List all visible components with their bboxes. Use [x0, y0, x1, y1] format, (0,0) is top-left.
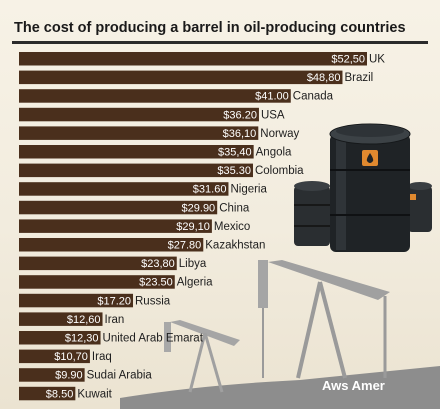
- bar-russia: [19, 293, 134, 308]
- bar-usa: [19, 107, 259, 122]
- bar-value-label: $23.50: [139, 277, 173, 289]
- bar-value-label: $8.50: [46, 388, 74, 400]
- category-label: UK: [369, 54, 385, 66]
- category-label: Libya: [179, 258, 207, 270]
- bar-value-label: $35.30: [217, 165, 251, 177]
- category-label: Iran: [105, 314, 125, 326]
- category-label: Angola: [256, 147, 292, 159]
- category-label: Algeria: [177, 277, 213, 289]
- barrel-right-icon: [408, 182, 432, 232]
- category-label: United Arab Emarat: [103, 333, 204, 345]
- category-label: China: [219, 202, 250, 214]
- bar-sudai-arabia: [19, 368, 85, 382]
- bar-value-label: $12,30: [65, 333, 99, 345]
- bar-value-label: $36,10: [223, 128, 257, 140]
- bar-algeria: [19, 275, 175, 289]
- category-label: Mexico: [214, 221, 250, 233]
- bar-value-label: $31.60: [193, 184, 227, 196]
- category-label: Russia: [135, 295, 171, 307]
- bar-value-label: $10,70: [54, 351, 88, 363]
- bar-value-label: $29,10: [176, 221, 210, 233]
- bar-norway: [19, 126, 259, 140]
- bar-nigeria: [19, 182, 229, 196]
- category-label: Sudai Arabia: [87, 370, 153, 382]
- category-label: Colombia: [255, 165, 304, 177]
- bar-value-label: $9.90: [55, 370, 83, 382]
- category-label: Kuwait: [77, 388, 112, 400]
- category-label: Nigeria: [230, 184, 267, 196]
- category-label: USA: [261, 109, 285, 121]
- bar-value-label: $52,50: [331, 54, 365, 66]
- bar-value-label: $35,40: [218, 147, 252, 159]
- pumpjack-large-icon: [258, 260, 390, 379]
- title-rule: [12, 41, 428, 44]
- bar-iran: [19, 312, 103, 326]
- category-label: Canada: [293, 91, 334, 103]
- category-label: Iraq: [92, 351, 112, 363]
- pumpjack-small-icon: [164, 320, 240, 393]
- bar-kazakhstan: [19, 238, 204, 252]
- bar-uk: [19, 52, 367, 66]
- bar-mexico: [19, 219, 212, 233]
- bar-value-label: $27.80: [168, 240, 202, 252]
- bar-angola: [19, 145, 254, 159]
- watermark-text: Aws Amer: [322, 378, 385, 393]
- bar-libya: [19, 256, 177, 271]
- bar-value-label: $12,60: [67, 314, 101, 326]
- bar-iraq: [19, 349, 90, 364]
- category-label: Brazil: [344, 72, 373, 84]
- category-label: Kazakhstan: [205, 240, 265, 252]
- oil-field-silhouette: [120, 260, 440, 409]
- bar-value-label: $23,80: [141, 258, 175, 270]
- bar-china: [19, 200, 218, 215]
- bar-value-label: $17.20: [97, 295, 131, 307]
- chart-title: The cost of producing a barrel in oil-pr…: [14, 20, 406, 36]
- bar-kuwait: [19, 386, 76, 401]
- bar-value-label: $41.00: [255, 91, 289, 103]
- bar-value-label: $29.90: [182, 202, 216, 214]
- barrel-main-icon: [329, 123, 411, 252]
- bar-united-arab-emarat: [19, 331, 101, 345]
- bar-value-label: $36.20: [223, 109, 257, 121]
- bar-brazil: [19, 70, 343, 85]
- bar-value-label: $48,80: [307, 72, 341, 84]
- category-label: Norway: [260, 128, 299, 140]
- bars-layer: $52,50 UK $48,80 Brazil $41.00 Canada $36.20 US…: [19, 52, 385, 401]
- bar-colombia: [19, 163, 253, 178]
- barrel-left-icon: [294, 181, 330, 246]
- bar-canada: [19, 89, 291, 103]
